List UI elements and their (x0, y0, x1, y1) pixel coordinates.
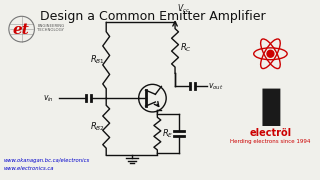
Text: $R_E$: $R_E$ (162, 127, 174, 140)
Text: $R_C$: $R_C$ (180, 42, 192, 54)
Text: $v_{out}$: $v_{out}$ (209, 81, 224, 92)
Text: $V_{cc}$: $V_{cc}$ (177, 3, 190, 15)
Text: et: et (12, 23, 29, 37)
Text: $v_{in}$: $v_{in}$ (43, 94, 54, 104)
Text: $R_{B1}$: $R_{B1}$ (91, 54, 105, 66)
Text: Herding electrons since 1994: Herding electrons since 1994 (230, 139, 311, 144)
Text: www.electronics.ca: www.electronics.ca (4, 166, 54, 171)
Text: electröl: electröl (249, 128, 292, 138)
Circle shape (267, 50, 274, 57)
Text: www.okanagan.bc.ca/electronics: www.okanagan.bc.ca/electronics (4, 158, 90, 163)
Text: $R_{B2}$: $R_{B2}$ (91, 120, 106, 133)
Text: ENGINEERING
TECHNOLOGY: ENGINEERING TECHNOLOGY (37, 24, 65, 32)
Text: Design a Common Emitter Amplifier: Design a Common Emitter Amplifier (40, 10, 265, 23)
Text: ▮: ▮ (257, 82, 284, 130)
